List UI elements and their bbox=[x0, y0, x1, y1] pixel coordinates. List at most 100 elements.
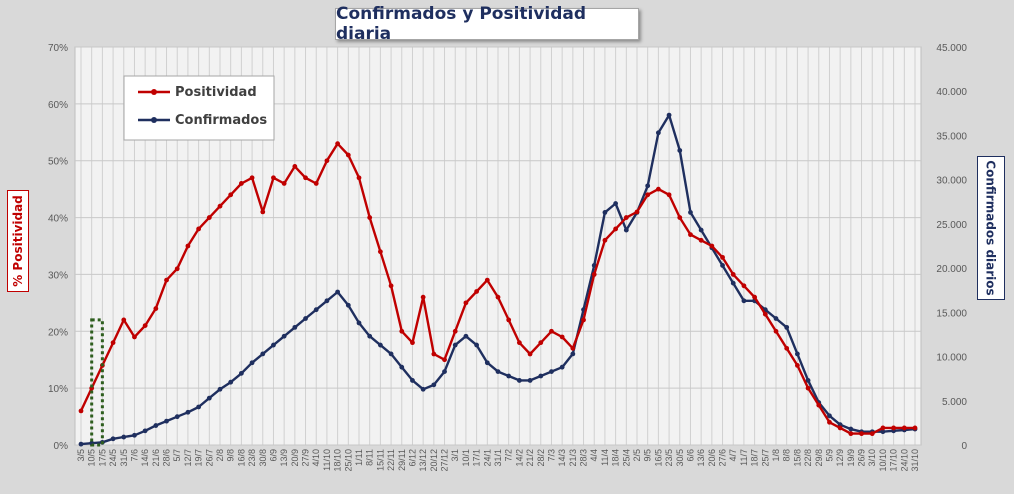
y-tick-label-left: 20% bbox=[48, 327, 68, 338]
data-point-confirmados bbox=[324, 298, 330, 304]
data-point-confirmados bbox=[570, 351, 576, 357]
data-point-confirmados bbox=[153, 423, 159, 428]
data-point-positividad bbox=[634, 209, 640, 215]
data-point-positividad bbox=[581, 317, 586, 323]
x-tick-label: 12/7 bbox=[183, 449, 193, 467]
data-point-positividad bbox=[741, 283, 747, 289]
data-point-positividad bbox=[655, 186, 661, 192]
data-point-positividad bbox=[709, 243, 715, 249]
data-point-positividad bbox=[281, 181, 287, 186]
x-tick-label: 23/8 bbox=[247, 449, 257, 467]
x-tick-label: 27/12 bbox=[440, 449, 450, 472]
data-point-positividad bbox=[238, 181, 244, 186]
y-tick-label-right: 20.000 bbox=[936, 264, 967, 275]
data-point-positividad bbox=[399, 328, 405, 334]
data-point-positividad bbox=[121, 317, 127, 323]
x-tick-label: 1/11 bbox=[354, 449, 364, 466]
data-point-positividad bbox=[132, 334, 137, 340]
data-point-positividad bbox=[388, 283, 394, 289]
x-tick-label: 3/5 bbox=[76, 449, 86, 462]
legend-label: Confirmados bbox=[175, 113, 267, 128]
x-tick-label: 14/3 bbox=[557, 449, 567, 467]
x-tick-label: 10/5 bbox=[87, 449, 97, 467]
y-tick-label-left: 0% bbox=[54, 441, 69, 452]
data-point-confirmados bbox=[442, 369, 447, 374]
data-point-confirmados bbox=[121, 434, 127, 440]
data-point-confirmados bbox=[463, 333, 469, 339]
x-tick-label: 19/7 bbox=[194, 449, 204, 467]
x-tick-label: 21/6 bbox=[151, 449, 161, 467]
x-tick-label: 7/6 bbox=[129, 449, 139, 462]
x-tick-label: 24/5 bbox=[108, 449, 118, 467]
data-point-positividad bbox=[335, 141, 341, 147]
data-point-confirmados bbox=[655, 130, 661, 136]
data-point-confirmados bbox=[549, 369, 554, 374]
data-point-confirmados bbox=[613, 201, 619, 206]
x-tick-label: 11/10 bbox=[322, 449, 332, 471]
data-point-confirmados bbox=[356, 320, 362, 326]
x-tick-label: 8/11 bbox=[365, 449, 375, 466]
data-point-confirmados bbox=[431, 382, 437, 388]
data-point-confirmados bbox=[142, 428, 148, 434]
y-tick-label-right: 15.000 bbox=[936, 308, 967, 319]
data-point-positividad bbox=[303, 175, 308, 181]
x-tick-label: 28/6 bbox=[162, 449, 172, 467]
x-tick-label: 26/9 bbox=[857, 449, 867, 467]
x-tick-label: 22/8 bbox=[803, 449, 813, 467]
data-point-positividad bbox=[848, 431, 854, 437]
x-tick-label: 16/8 bbox=[236, 449, 246, 467]
x-tick-label: 30/8 bbox=[258, 449, 268, 467]
x-tick-label: 10/10 bbox=[878, 449, 888, 472]
x-tick-label: 13/12 bbox=[418, 449, 428, 472]
data-point-positividad bbox=[720, 254, 725, 260]
data-point-positividad bbox=[249, 175, 255, 181]
data-point-positividad bbox=[78, 408, 84, 414]
data-point-positividad bbox=[805, 385, 811, 391]
data-point-positividad bbox=[752, 294, 758, 300]
y-tick-label-right: 35.000 bbox=[936, 131, 967, 142]
data-point-confirmados bbox=[623, 227, 629, 233]
data-point-positividad bbox=[410, 340, 415, 346]
data-point-positividad bbox=[142, 323, 148, 328]
data-point-positividad bbox=[345, 152, 351, 158]
x-tick-label: 3/1 bbox=[450, 449, 460, 462]
data-point-positividad bbox=[495, 294, 501, 300]
data-point-positividad bbox=[420, 294, 426, 300]
x-tick-label: 6/9 bbox=[268, 449, 278, 462]
data-point-confirmados bbox=[538, 373, 544, 379]
y-tick-label-left: 30% bbox=[48, 270, 68, 281]
x-tick-label: 25/10 bbox=[343, 449, 353, 472]
x-tick-label: 14/2 bbox=[514, 449, 524, 467]
data-point-confirmados bbox=[773, 316, 779, 321]
x-tick-label: 21/3 bbox=[568, 449, 578, 467]
data-point-positividad bbox=[367, 215, 373, 220]
data-point-positividad bbox=[901, 425, 907, 431]
x-tick-label: 4/10 bbox=[311, 449, 321, 467]
data-point-confirmados bbox=[281, 333, 287, 339]
data-point-confirmados bbox=[688, 209, 693, 215]
data-point-positividad bbox=[869, 431, 875, 437]
data-point-positividad bbox=[559, 334, 565, 340]
data-point-positividad bbox=[110, 340, 116, 346]
x-tick-label: 8/8 bbox=[782, 449, 792, 462]
data-point-positividad bbox=[613, 226, 619, 232]
y-axis-right-label: Confirmados diarios bbox=[977, 156, 1005, 300]
x-tick-label: 30/5 bbox=[675, 449, 685, 467]
data-point-confirmados bbox=[303, 316, 308, 321]
x-tick-label: 17/1 bbox=[472, 449, 482, 467]
data-point-positividad bbox=[827, 419, 832, 425]
x-tick-label: 29/11 bbox=[397, 449, 407, 471]
data-point-confirmados bbox=[495, 369, 501, 374]
y-tick-label-right: 10.000 bbox=[936, 353, 967, 364]
x-tick-label: 26/7 bbox=[204, 449, 214, 467]
x-tick-label: 19/9 bbox=[846, 449, 856, 467]
data-point-confirmados bbox=[174, 414, 180, 420]
data-point-positividad bbox=[260, 209, 266, 215]
x-tick-label: 7/2 bbox=[504, 449, 514, 462]
x-tick-label: 20/12 bbox=[429, 449, 439, 472]
data-point-positividad bbox=[527, 351, 533, 357]
data-point-positividad bbox=[623, 215, 629, 220]
chart-title: Confirmados y Positividad diaria bbox=[335, 4, 639, 44]
x-tick-label: 2/8 bbox=[215, 449, 225, 462]
